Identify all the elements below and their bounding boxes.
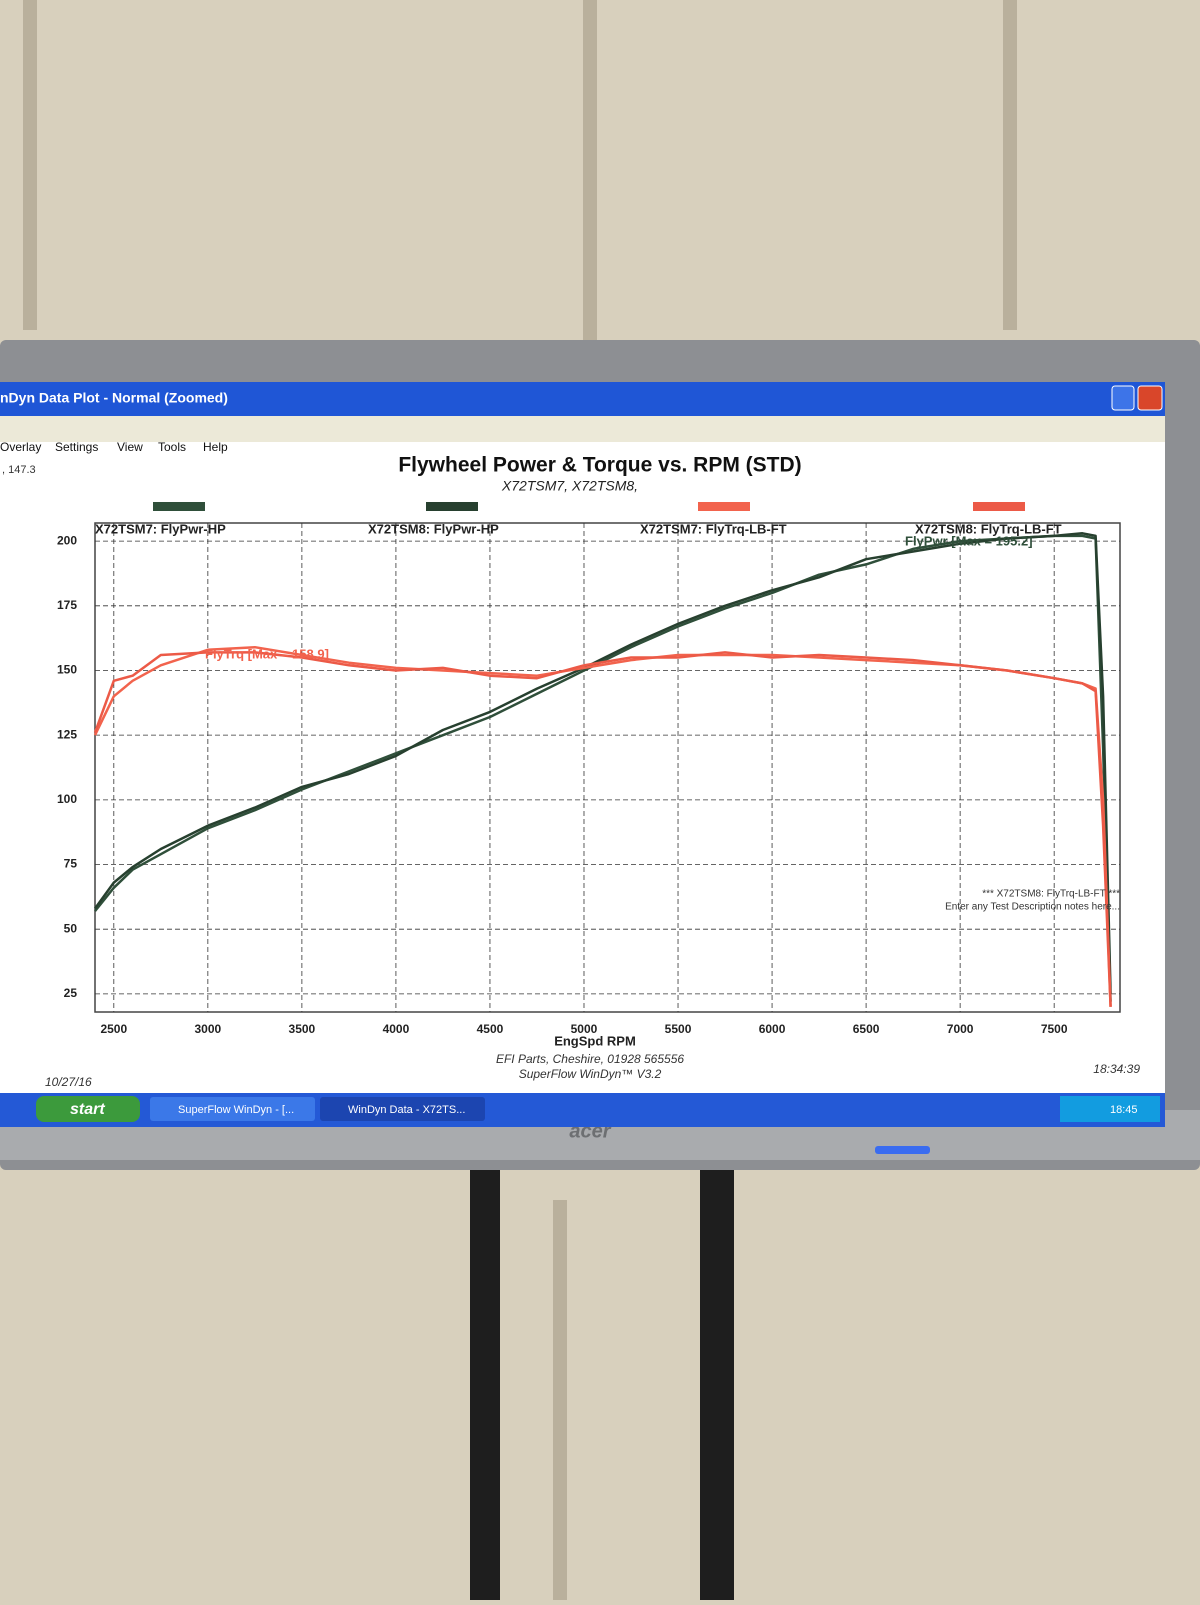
cable bbox=[470, 1160, 500, 1600]
legend-label: X72TSM7: FlyTrq-LB-FT bbox=[640, 521, 787, 536]
tray bbox=[1060, 1096, 1160, 1122]
series-line bbox=[93, 532, 1112, 994]
x-tick-label: 2500 bbox=[100, 1022, 127, 1036]
cable bbox=[700, 1160, 734, 1600]
footer-line: SuperFlow WinDyn™ V3.2 bbox=[519, 1067, 662, 1081]
y-tick-label: 75 bbox=[64, 857, 78, 871]
chart: Flywheel Power & Torque vs. RPM (STD) X7… bbox=[45, 454, 1140, 1090]
task-button[interactable] bbox=[320, 1097, 485, 1121]
menu-item[interactable]: Help bbox=[203, 440, 228, 454]
menu-bar bbox=[0, 416, 1165, 442]
start-label: start bbox=[70, 1101, 105, 1118]
y-tick-label: 50 bbox=[64, 921, 78, 935]
annotation: Enter any Test Description notes here... bbox=[945, 902, 1120, 913]
clock: 18:45 bbox=[1110, 1104, 1138, 1116]
y-tick-label: 175 bbox=[57, 598, 77, 612]
menu-item[interactable]: Tools bbox=[158, 440, 186, 454]
legend-label: X72TSM8: FlyTrq-LB-FT bbox=[915, 521, 1062, 536]
x-tick-label: 5000 bbox=[571, 1022, 598, 1036]
wall bbox=[23, 0, 1017, 1600]
readout: , 147.3 bbox=[2, 464, 36, 476]
menu-item[interactable]: Settings bbox=[55, 440, 98, 454]
y-tick-label: 200 bbox=[57, 533, 77, 547]
x-tick-label: 6000 bbox=[759, 1022, 786, 1036]
chart-subtitle: X72TSM7, X72TSM8, bbox=[501, 478, 638, 494]
x-tick-label: 4500 bbox=[477, 1022, 504, 1036]
start-button[interactable] bbox=[36, 1096, 140, 1122]
x-axis-label: EngSpd RPM bbox=[554, 1033, 636, 1048]
x-tick-label: 7000 bbox=[947, 1022, 974, 1036]
x-tick-label: 6500 bbox=[853, 1022, 880, 1036]
y-tick-label: 150 bbox=[57, 663, 77, 677]
y-tick-label: 25 bbox=[64, 986, 78, 1000]
legend-swatch bbox=[698, 502, 750, 511]
series-line bbox=[93, 651, 1112, 1007]
legend-swatch bbox=[153, 502, 205, 511]
x-tick-label: 5500 bbox=[665, 1022, 692, 1036]
x-tick-label: 3500 bbox=[289, 1022, 316, 1036]
y-tick-label: 125 bbox=[57, 727, 77, 741]
time: 18:34:39 bbox=[1093, 1062, 1140, 1076]
title-bar bbox=[0, 382, 1165, 416]
x-tick-label: 4000 bbox=[383, 1022, 410, 1036]
x-tick-label: 3000 bbox=[194, 1022, 221, 1036]
legend-label: X72TSM7: FlyPwr-HP bbox=[95, 521, 226, 536]
task-label: SuperFlow WinDyn - [... bbox=[178, 1104, 294, 1116]
plot-area bbox=[94, 522, 1121, 1013]
legend-label: X72TSM8: FlyPwr-HP bbox=[368, 521, 499, 536]
legend-swatch bbox=[973, 502, 1025, 511]
legend-swatch bbox=[426, 502, 478, 511]
footer-line: EFI Parts, Cheshire, 01928 565556 bbox=[496, 1052, 684, 1066]
maximize-button[interactable] bbox=[1111, 385, 1135, 411]
annotation: FlyTrq [Max = 158.9] bbox=[205, 646, 329, 661]
annotation: *** X72TSM8: FlyTrq-LB-FT *** bbox=[982, 889, 1120, 900]
x-tick-label: 7500 bbox=[1041, 1022, 1068, 1036]
task-list: SuperFlow WinDyn - [... WinDyn Data - X72… bbox=[150, 1097, 485, 1121]
y-tick-label: 100 bbox=[57, 792, 77, 806]
task-button[interactable] bbox=[150, 1097, 315, 1121]
annotation: FlyPwr [Max = 195.2] bbox=[905, 533, 1033, 548]
date: 10/27/16 bbox=[45, 1075, 92, 1089]
close-button[interactable] bbox=[1137, 385, 1163, 411]
window-title: nDyn Data Plot - Normal (Zoomed) bbox=[0, 390, 228, 406]
task-label: WinDyn Data - X72TS... bbox=[348, 1104, 465, 1116]
menu: Overlay Settings View Tools Help bbox=[0, 440, 228, 454]
power-led bbox=[875, 1146, 930, 1154]
menu-item[interactable]: View bbox=[117, 440, 143, 454]
chart-title: Flywheel Power & Torque vs. RPM (STD) bbox=[398, 454, 801, 477]
menu-item[interactable]: Overlay bbox=[0, 440, 41, 454]
